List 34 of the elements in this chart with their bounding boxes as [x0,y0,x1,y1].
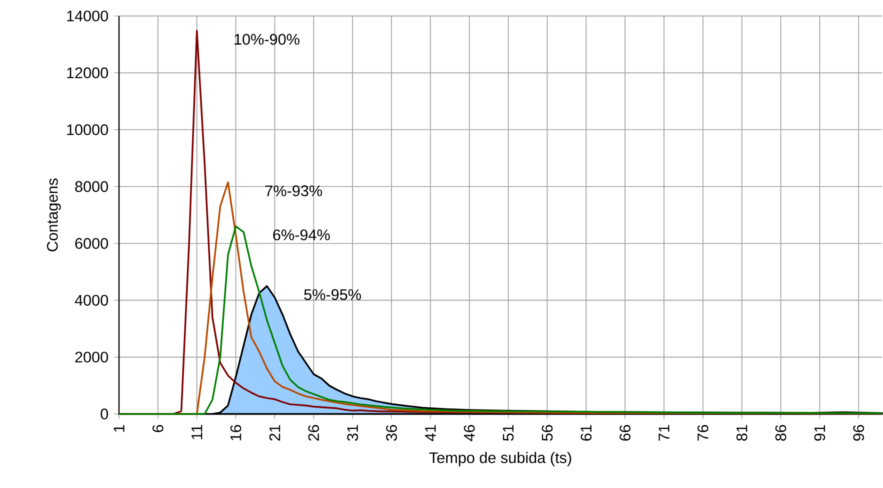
x-tick-label: 1 [114,425,124,432]
x-tick-label: 11 [192,425,202,440]
x-tick-label: 56 [542,425,553,441]
x-axis-title: Tempo de subida (ts) [429,452,572,466]
y-tick-label: 12000 [67,67,108,78]
y-tick-label: 8000 [75,181,108,192]
text: 7%-93% [265,185,322,196]
x-tick-label: 31 [347,425,358,441]
y-tick-label: 4000 [74,294,108,306]
x-tick-label: 71 [658,425,670,441]
x-tick-label: 86 [775,425,786,441]
x-tick-label: 6 [152,425,164,432]
x-tick-label: 21 [269,425,280,441]
y-tick-label: 14000 [67,10,108,22]
x-tick-label: 16 [230,425,242,440]
x-tick-label: 91 [814,425,826,441]
x-tick-label: 81 [736,425,748,441]
x-tick-label: 46 [464,425,475,442]
y-tick-label: 2000 [75,352,108,363]
x-tick-label: 41 [425,425,436,442]
series-label: 6%-94% [273,229,330,240]
x-tick-label: 66 [620,425,630,441]
y-tick-label: 6000 [75,238,108,249]
x-tick-label: 36 [386,425,397,441]
x-tick-label: 51 [502,425,514,441]
y-axis-title: Contagens [46,178,61,252]
text: 10%-90% [234,34,300,45]
y-tick-label: 0 [100,408,108,420]
x-tick-label: 96 [853,425,864,441]
x-tick-label: 26 [308,425,320,441]
y-tick-label: 10000 [67,124,108,136]
x-tick-label: 76 [697,425,708,441]
series-label: 5%-95% [304,289,361,300]
x-tick-label: 61 [580,425,592,441]
